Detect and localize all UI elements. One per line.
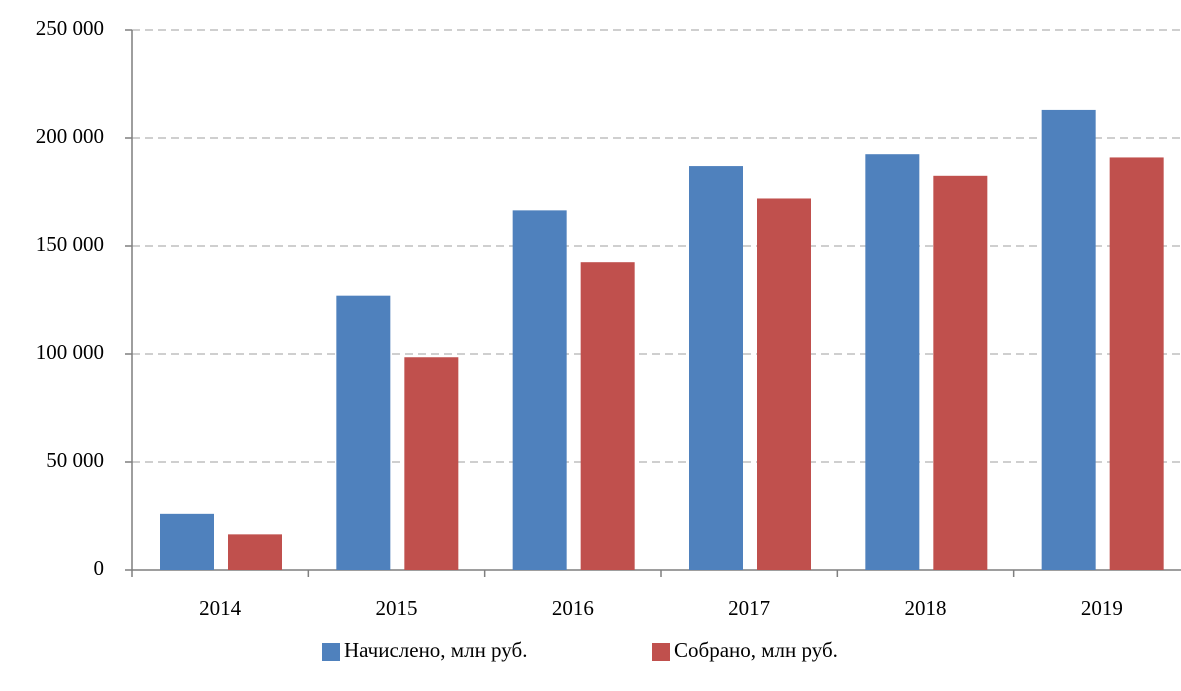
y-tick-label: 150 000: [36, 232, 104, 256]
y-tick-label: 0: [94, 556, 105, 580]
bar: [580, 262, 635, 570]
legend-swatch: [652, 643, 670, 661]
bar: [1041, 109, 1096, 571]
bar: [336, 295, 391, 570]
legend-swatch: [322, 643, 340, 661]
x-tick-label: 2014: [199, 596, 242, 620]
x-tick-label: 2018: [905, 596, 947, 620]
bar: [228, 534, 282, 570]
x-tick-label: 2015: [376, 596, 418, 620]
bar: [1109, 157, 1164, 570]
legend-label: Начислено, млн руб.: [344, 638, 527, 662]
y-tick-label: 100 000: [36, 340, 104, 364]
bar: [757, 198, 811, 571]
bar: [865, 154, 920, 570]
y-tick-label: 200 000: [36, 124, 104, 148]
x-tick-label: 2016: [552, 596, 594, 620]
legend-label: Собрано, млн руб.: [674, 638, 838, 662]
x-tick-label: 2019: [1081, 596, 1123, 620]
bar: [404, 357, 459, 570]
bar: [689, 166, 743, 570]
x-tick-label: 2017: [728, 596, 770, 620]
bar: [512, 210, 567, 571]
y-tick-label: 250 000: [36, 16, 104, 40]
bar: [933, 175, 988, 571]
y-tick-label: 50 000: [46, 448, 104, 472]
bar: [160, 513, 214, 570]
